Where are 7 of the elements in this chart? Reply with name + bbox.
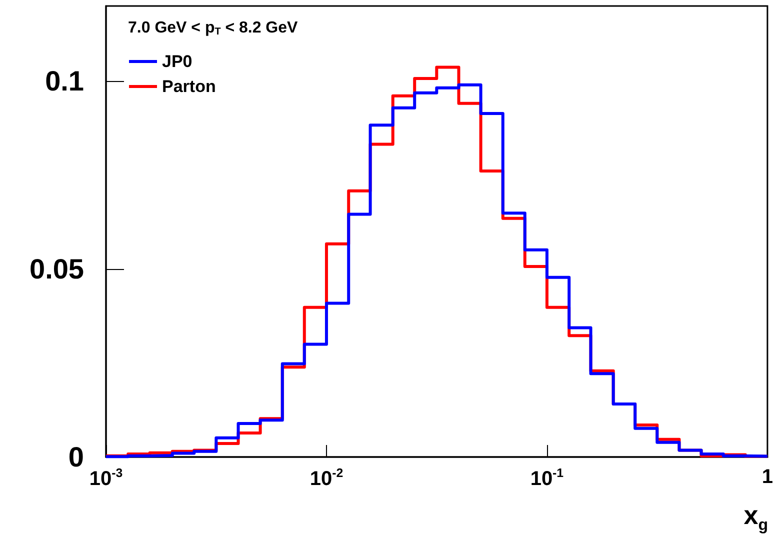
legend-label: JP0 — [162, 52, 192, 71]
y-tick-label: 0.05 — [30, 254, 84, 285]
x-tick-label: 1 — [762, 466, 773, 488]
legend-label: Parton — [162, 77, 216, 96]
y-tick-label: 0.1 — [45, 66, 84, 97]
y-tick-label: 0 — [68, 442, 84, 472]
x-axis-title: x$_{g}$ — [744, 500, 768, 534]
